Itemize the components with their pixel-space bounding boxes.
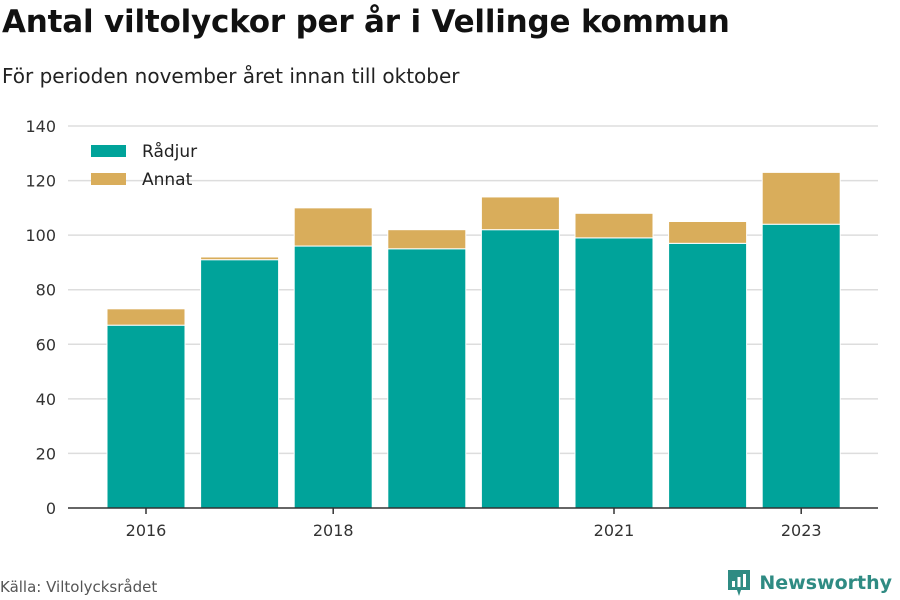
x-axis-ticks: 2016 2018 2021 2023 (68, 507, 878, 540)
bar-annat-2018 (293, 207, 373, 247)
bar-radjur-2022 (668, 242, 748, 509)
bar-annat-2022 (668, 221, 748, 244)
bars (106, 171, 841, 509)
y-tick-label: 80 (36, 281, 56, 300)
bar-radjur-2021 (574, 237, 654, 509)
bar-annat-2023 (761, 171, 841, 225)
source-note: Källa: Viltolycksrådet (0, 578, 158, 596)
legend: Rådjur Annat (91, 141, 197, 190)
bar-radjur-2019 (387, 248, 467, 509)
chart-subtitle: För perioden november året innan till ok… (2, 64, 460, 88)
y-tick-label: 100 (25, 226, 56, 245)
chart-title: Antal viltolyckor per år i Vellinge komm… (2, 4, 730, 40)
y-tick-label: 60 (36, 335, 56, 354)
y-tick-label: 0 (46, 499, 56, 518)
legend-swatch-radjur (91, 145, 126, 157)
bar-annat-2016 (106, 308, 186, 326)
legend-swatch-annat (91, 173, 126, 185)
bar-annat-2019 (387, 229, 467, 250)
legend-label: Rådjur (142, 141, 197, 162)
y-tick-label: 120 (25, 172, 56, 191)
bar-annat-2017 (200, 256, 280, 261)
y-tick-label: 40 (36, 390, 56, 409)
brand-name: Newsworthy (759, 572, 892, 594)
x-tick-label: 2021 (594, 521, 635, 540)
y-tick-label: 140 (25, 117, 56, 136)
x-tick-label: 2016 (126, 521, 167, 540)
bar-chart: 0 20 40 60 80 100 120 140 2016 2018 2021 2023 Rådj… (25, 117, 878, 540)
brand-logo: Newsworthy (726, 568, 892, 598)
newsworthy-logo-icon (728, 570, 751, 596)
bar-radjur-2018 (293, 245, 373, 509)
bar-annat-2020 (480, 196, 560, 231)
bar-radjur-2017 (200, 259, 280, 509)
bar-radjur-2016 (106, 324, 186, 509)
y-tick-label: 20 (36, 444, 56, 463)
x-tick-label: 2018 (313, 521, 354, 540)
bar-annat-2021 (574, 212, 654, 239)
legend-label: Annat (142, 170, 193, 190)
x-tick-label: 2023 (781, 521, 822, 540)
bar-radjur-2023 (761, 223, 841, 509)
bar-radjur-2020 (480, 229, 560, 509)
y-axis-ticks: 0 20 40 60 80 100 120 140 (25, 117, 56, 518)
